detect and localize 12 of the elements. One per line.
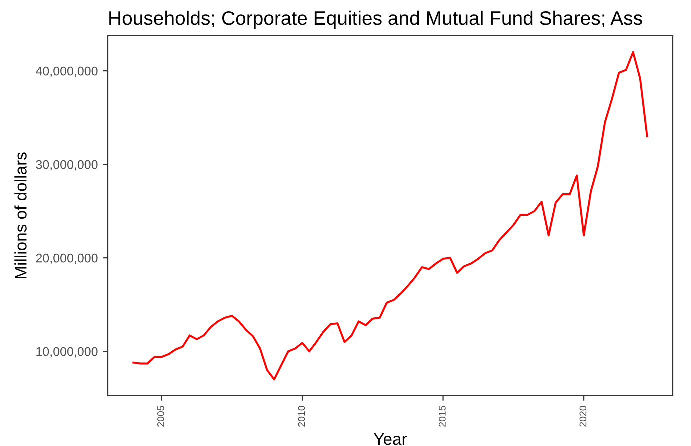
chart-title: Households; Corporate Equities and Mutual Fund Shares; Ass: [110, 10, 642, 30]
y-tick-label: 30,000,000: [36, 160, 98, 171]
x-axis-title: Year: [374, 434, 408, 446]
x-tick-label: 2010: [298, 406, 306, 427]
y-tick-label: 40,000,000: [36, 66, 98, 78]
y-axis-title: Millions of dollars: [14, 152, 27, 279]
x-tick-label: 2020: [580, 406, 587, 427]
y-tick-label: 10,000,000: [36, 347, 98, 358]
x-tick-label: 2005: [157, 406, 164, 427]
line-series: [132, 51, 648, 381]
x-tick-label: 2015: [439, 406, 446, 427]
y-tick-label: 20,000,000: [36, 254, 98, 264]
